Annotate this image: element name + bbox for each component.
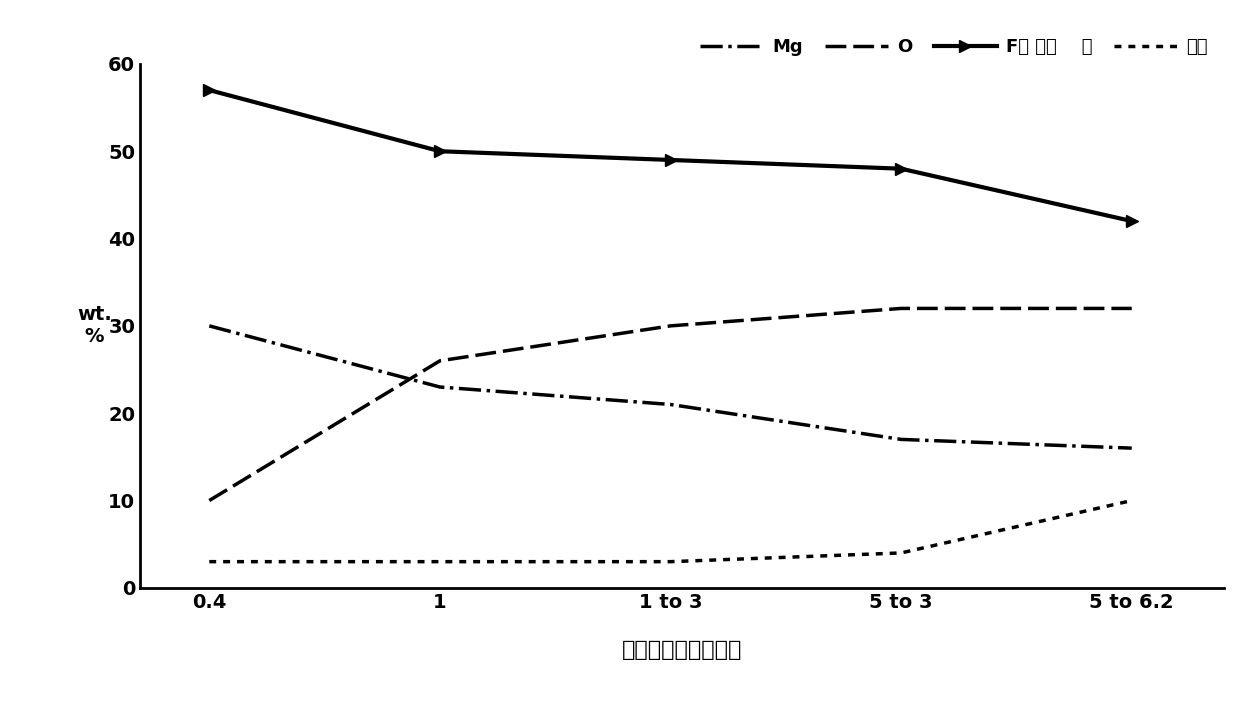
Y-axis label: wt.
%: wt. % xyxy=(77,305,112,346)
X-axis label: 与金属表面的微米数: 与金属表面的微米数 xyxy=(622,640,742,660)
Legend: Mg, O, F（ 计算    ）, 其它: Mg, O, F（ 计算 ）, 其它 xyxy=(693,31,1215,63)
